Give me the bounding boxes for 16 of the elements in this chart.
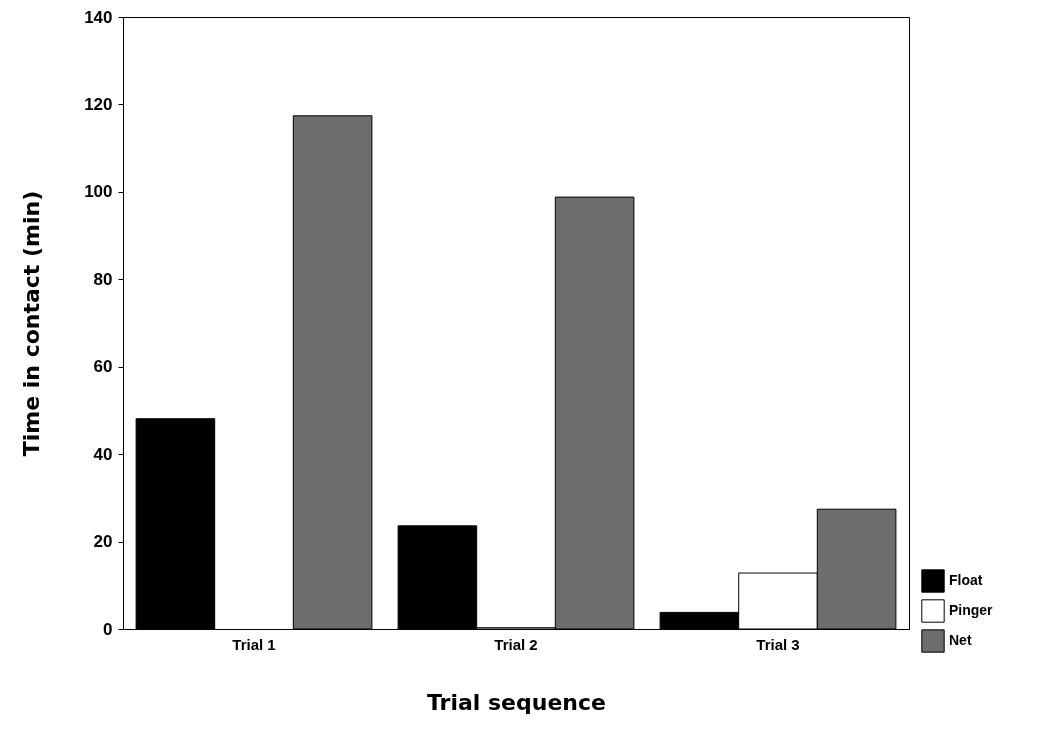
x-tick-label: Trial 1: [232, 635, 276, 653]
y-tick-label: 140: [84, 7, 113, 27]
y-tick-label: 0: [103, 619, 113, 639]
y-tick-label: 60: [93, 357, 113, 377]
legend-label: Net: [949, 632, 972, 648]
legend-label: Pinger: [949, 602, 994, 618]
y-tick-label: 40: [93, 444, 113, 464]
y-tick-label: 80: [93, 269, 113, 289]
y-tick-label: 20: [93, 532, 113, 552]
y-tick-label: 100: [84, 182, 113, 202]
y-axis-title: Time in contact (min): [19, 190, 45, 457]
x-axis-title: Trial sequence: [427, 689, 606, 715]
x-tick-label: Trial 2: [494, 635, 538, 653]
x-tick-label: Trial 3: [756, 635, 800, 653]
legend-label: Float: [949, 572, 983, 588]
y-tick-label: 120: [84, 94, 113, 114]
